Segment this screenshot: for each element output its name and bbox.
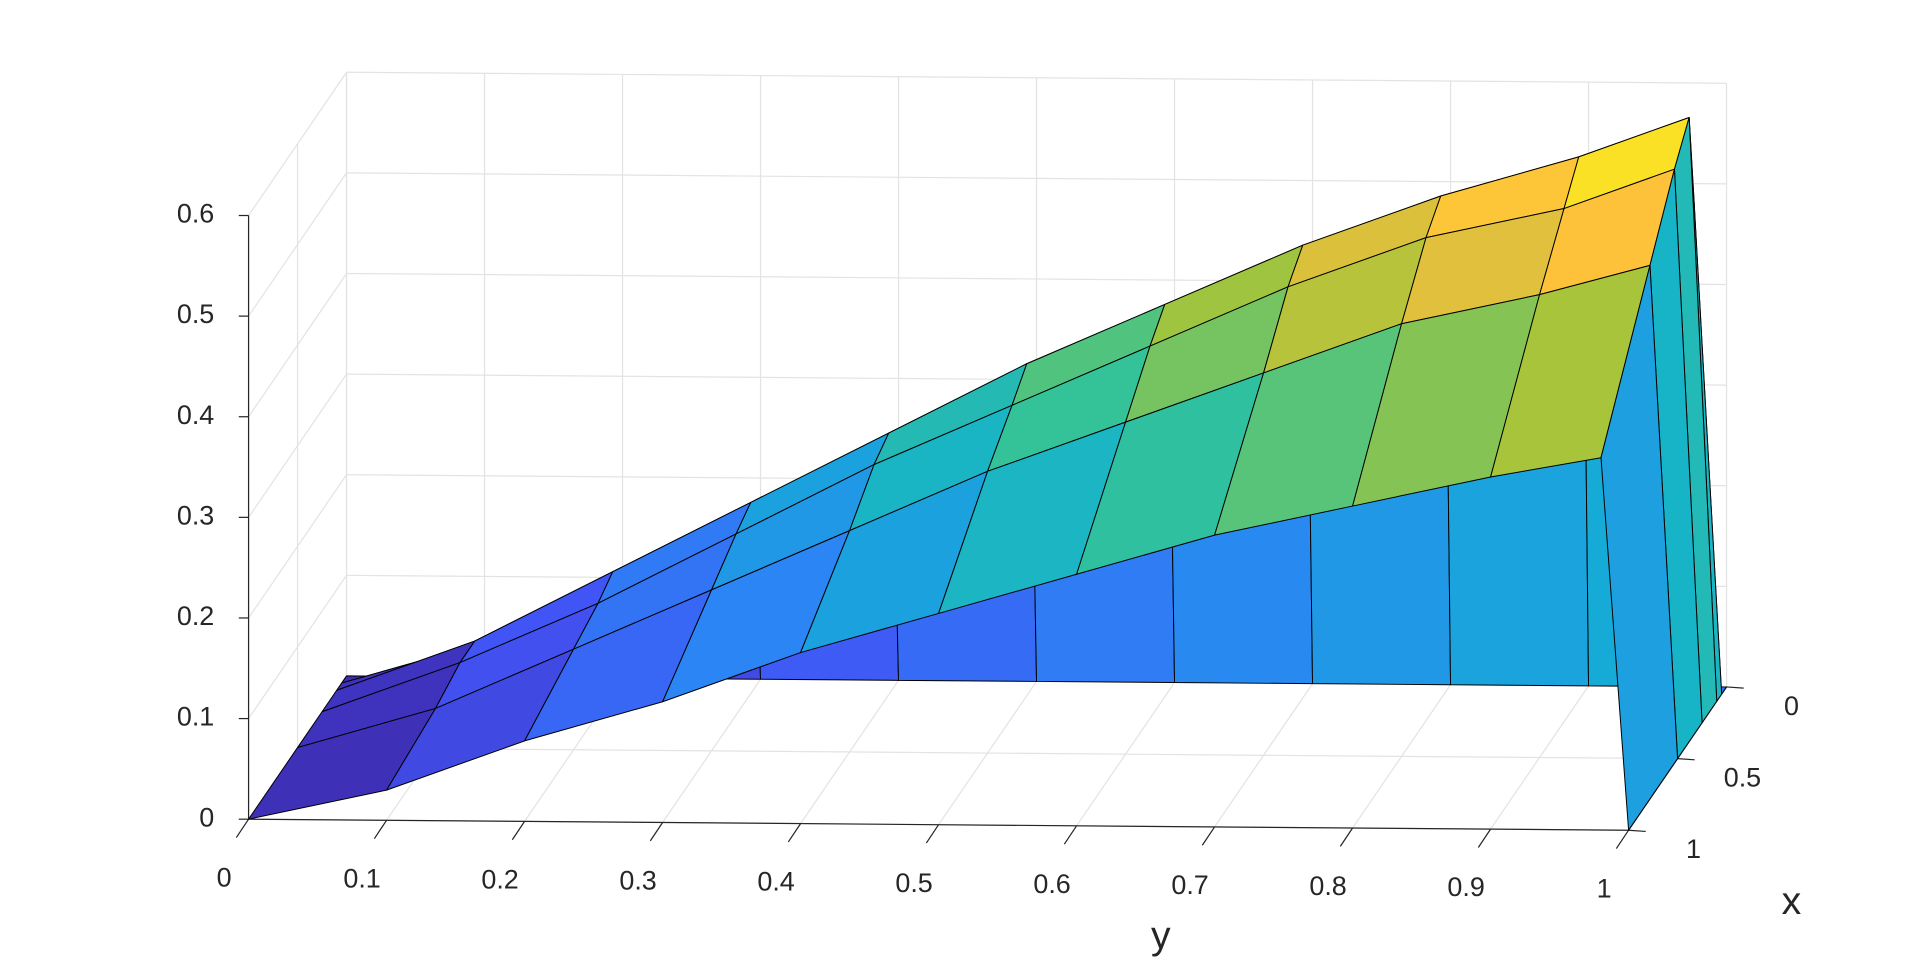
tick-mark <box>1628 829 1646 833</box>
tick-mark <box>1339 827 1354 847</box>
tick-mark <box>1063 825 1078 845</box>
surface-cell <box>1600 264 1679 831</box>
y-axis-label: y <box>1151 914 1171 957</box>
y-tick-label: 0.4 <box>757 867 794 897</box>
tick-mark <box>1615 829 1630 849</box>
y-tick-label: 0 <box>217 862 232 892</box>
plot-area: 0 0.1 0.2 0.3 0.4 0.5 0.6 0 0.1 0.2 0.3 0.4 0.5 0.6 0.… <box>177 71 1802 957</box>
y-tick-label: 0.9 <box>1447 872 1484 902</box>
y-tick-label: 1 <box>1597 873 1612 903</box>
tick-mark <box>925 824 940 844</box>
y-tick-label: 0.7 <box>1171 870 1208 900</box>
y-tick-label: 0.1 <box>343 863 380 893</box>
y-tick-label: 0.8 <box>1309 871 1346 901</box>
tick-mark <box>787 823 802 843</box>
z-tick-label: 0 <box>199 802 214 832</box>
tick-mark <box>649 822 664 842</box>
tick-mark <box>511 821 526 841</box>
grid-line <box>297 746 1678 760</box>
z-tick-label: 0.2 <box>177 601 214 631</box>
x-axis-label: x <box>1782 880 1802 923</box>
y-tick-label: 0.3 <box>619 866 656 896</box>
z-tick-label: 0.1 <box>177 702 214 732</box>
y-tick-label: 0.6 <box>1033 869 1070 899</box>
tick-mark <box>1677 757 1695 761</box>
grid-line <box>346 71 1727 84</box>
z-tick-label: 0.5 <box>177 299 214 329</box>
tick-mark <box>1477 828 1492 848</box>
z-tick-label: 0.6 <box>177 199 214 229</box>
z-tick-label: 0.3 <box>177 500 214 530</box>
x-tick-label: 0.5 <box>1724 763 1761 793</box>
x-tick-label: 0 <box>1784 691 1799 721</box>
x-tick-label: 1 <box>1686 834 1701 864</box>
tick-mark <box>1726 686 1744 689</box>
tick-mark <box>373 819 388 839</box>
y-tick-label: 0.2 <box>481 865 518 895</box>
y-tick-label: 0.5 <box>895 868 932 898</box>
z-tick-label: 0.4 <box>177 400 214 430</box>
tick-mark <box>235 818 250 838</box>
tick-mark <box>1201 826 1216 846</box>
